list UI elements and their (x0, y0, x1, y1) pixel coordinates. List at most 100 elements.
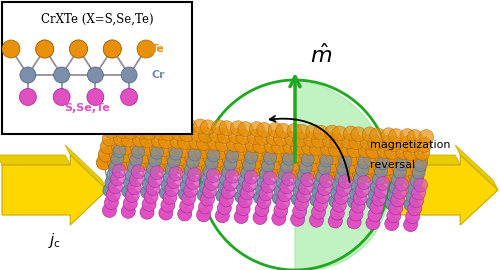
Circle shape (246, 137, 260, 152)
Circle shape (314, 165, 330, 180)
Circle shape (300, 173, 314, 187)
Circle shape (144, 170, 158, 183)
Text: $\hat{m}$: $\hat{m}$ (310, 43, 332, 67)
Circle shape (240, 166, 254, 179)
Circle shape (242, 153, 256, 168)
Circle shape (412, 166, 425, 180)
Circle shape (294, 197, 308, 210)
Circle shape (354, 158, 370, 174)
Circle shape (299, 161, 312, 174)
Circle shape (126, 156, 142, 171)
Circle shape (166, 163, 178, 176)
Circle shape (310, 194, 323, 207)
Circle shape (127, 181, 141, 195)
Circle shape (345, 151, 360, 166)
Circle shape (347, 143, 362, 158)
Circle shape (163, 190, 177, 204)
Circle shape (172, 158, 186, 173)
Circle shape (297, 169, 310, 182)
Circle shape (153, 125, 168, 140)
Circle shape (189, 135, 204, 150)
Circle shape (162, 179, 174, 192)
Polygon shape (2, 155, 107, 225)
Circle shape (268, 123, 283, 137)
Circle shape (360, 167, 375, 182)
Circle shape (196, 208, 210, 222)
Circle shape (314, 125, 328, 140)
Circle shape (205, 157, 218, 170)
Circle shape (128, 148, 144, 163)
Circle shape (249, 154, 264, 169)
Circle shape (174, 151, 188, 166)
Circle shape (218, 181, 231, 194)
Circle shape (284, 164, 300, 179)
Circle shape (288, 148, 304, 163)
Circle shape (387, 209, 401, 223)
Circle shape (386, 137, 402, 151)
Circle shape (263, 171, 277, 185)
Circle shape (204, 176, 218, 190)
Circle shape (234, 137, 249, 152)
Circle shape (53, 89, 70, 106)
Circle shape (400, 161, 414, 176)
Circle shape (310, 213, 324, 227)
Circle shape (320, 141, 336, 156)
Circle shape (266, 130, 281, 145)
Circle shape (240, 186, 254, 200)
Text: Cr: Cr (151, 70, 164, 80)
Circle shape (140, 205, 154, 219)
Circle shape (268, 155, 282, 170)
Circle shape (329, 194, 342, 208)
Circle shape (154, 150, 170, 165)
Circle shape (178, 207, 192, 221)
Circle shape (338, 150, 352, 165)
Circle shape (375, 151, 390, 167)
Circle shape (178, 187, 191, 200)
Circle shape (104, 40, 121, 58)
Circle shape (374, 184, 388, 198)
Circle shape (20, 89, 36, 106)
Circle shape (257, 123, 272, 137)
Circle shape (390, 168, 405, 183)
Circle shape (136, 149, 151, 164)
Circle shape (119, 140, 134, 155)
Circle shape (388, 129, 404, 144)
Circle shape (318, 149, 334, 164)
Circle shape (169, 167, 183, 181)
Circle shape (165, 182, 179, 196)
Circle shape (394, 152, 409, 167)
Circle shape (182, 191, 196, 205)
Circle shape (320, 174, 334, 188)
Circle shape (381, 128, 396, 143)
Circle shape (386, 197, 398, 210)
Circle shape (168, 142, 183, 157)
Circle shape (110, 172, 124, 186)
Circle shape (406, 210, 419, 224)
Circle shape (332, 198, 346, 212)
Circle shape (331, 187, 344, 200)
Circle shape (131, 165, 145, 179)
Circle shape (350, 187, 362, 201)
Circle shape (379, 136, 394, 151)
Circle shape (201, 173, 214, 185)
Circle shape (150, 166, 164, 180)
Circle shape (138, 141, 153, 156)
Circle shape (228, 129, 244, 144)
Circle shape (328, 214, 342, 228)
Circle shape (368, 136, 383, 151)
Circle shape (129, 173, 143, 187)
Circle shape (408, 169, 424, 184)
Circle shape (182, 172, 195, 185)
Circle shape (230, 153, 245, 168)
Circle shape (118, 115, 132, 130)
Circle shape (216, 189, 229, 202)
Circle shape (136, 116, 152, 131)
Circle shape (343, 158, 358, 174)
Circle shape (130, 140, 146, 155)
Circle shape (404, 198, 417, 211)
Circle shape (238, 174, 252, 187)
Circle shape (308, 149, 322, 164)
Circle shape (105, 176, 118, 189)
Circle shape (264, 151, 276, 164)
Circle shape (382, 152, 398, 167)
